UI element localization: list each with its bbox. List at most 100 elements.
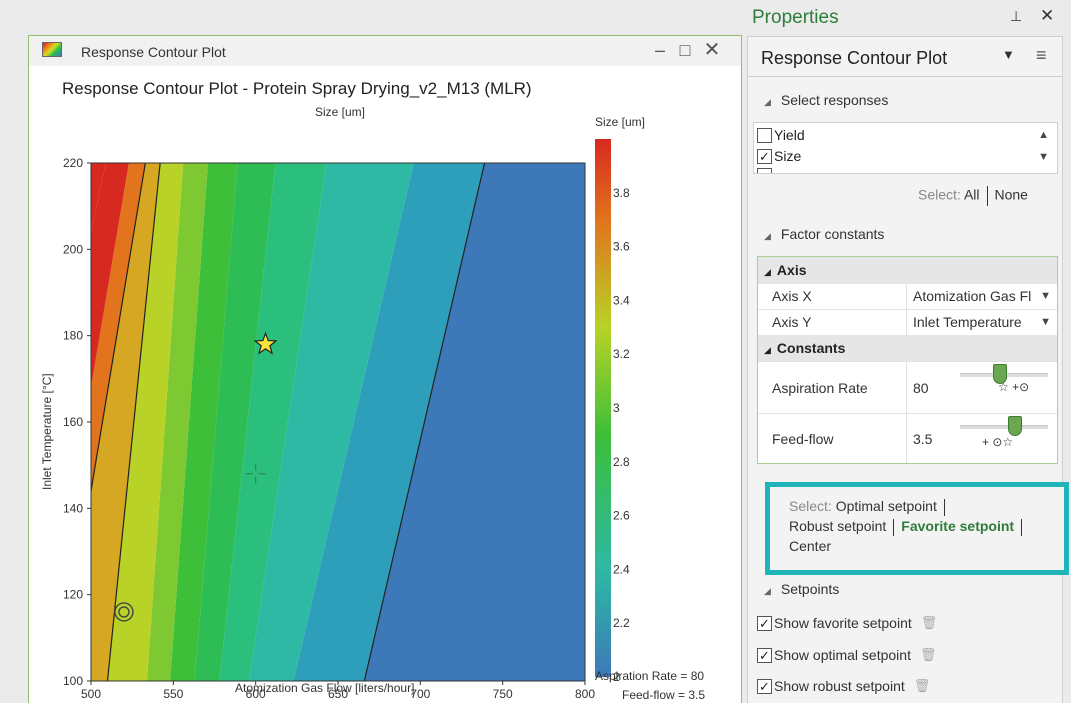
- section-label: Setpoints: [780, 581, 840, 597]
- contour-band: [146, 163, 208, 681]
- collapse-triangle-icon: ◢: [764, 97, 771, 107]
- section-setpoints[interactable]: ◢ Setpoints: [764, 581, 839, 597]
- y-axis-label: Inlet Temperature [°C]: [40, 373, 54, 490]
- chart-title: Response Contour Plot - Protein Spray Dr…: [62, 79, 532, 98]
- row-label: Axis X: [772, 288, 812, 304]
- select-all-link[interactable]: All: [963, 186, 980, 203]
- show-robust-row[interactable]: ✓ Show robust setpoint 🗑: [757, 678, 930, 694]
- section-label: Select responses: [780, 92, 889, 108]
- minimize-button[interactable]: –: [654, 40, 665, 60]
- divider: [986, 186, 988, 206]
- axis-x-select[interactable]: Atomization Gas Fl: [906, 284, 1056, 309]
- scroll-down-icon[interactable]: ▼: [1038, 151, 1049, 163]
- robust-setpoint-link[interactable]: Robust setpoint: [789, 518, 887, 534]
- trash-icon[interactable]: 🗑: [919, 647, 937, 662]
- y-tick-label: 200: [63, 242, 83, 256]
- y-axis-ticks: 100 120 140 160 180 200 220: [63, 156, 91, 688]
- favorite-setpoint-star-icon: [253, 331, 278, 355]
- colorbar-tick-label: 3.4: [613, 293, 630, 307]
- group-label: Axis: [776, 262, 807, 278]
- show-optimal-checkbox[interactable]: ✓: [757, 647, 772, 663]
- pin-icon[interactable]: ⊥: [1010, 8, 1023, 24]
- row-label: Axis Y: [772, 314, 812, 330]
- trash-icon[interactable]: 🗑: [913, 678, 931, 693]
- chevron-down-icon[interactable]: ▼: [1040, 290, 1051, 302]
- window-titlebar[interactable]: Response Contour Plot – □ ✕: [29, 36, 741, 66]
- feedflow-slider-thumb[interactable]: [1007, 416, 1022, 436]
- chevron-down-icon[interactable]: ▼: [1002, 47, 1015, 62]
- size-checkbox[interactable]: ✓: [757, 148, 772, 164]
- divider: [1021, 518, 1023, 536]
- setpoint-select-line-3: Center: [789, 538, 831, 554]
- colorbar-tick-label: 3.8: [613, 186, 630, 200]
- x-axis-label: Atomization Gas Flow [liters/hour]: [235, 681, 414, 695]
- contour-band: [249, 163, 414, 681]
- show-optimal-row[interactable]: ✓ Show optimal setpoint 🗑: [757, 647, 936, 663]
- collapse-triangle-icon: ◢: [764, 231, 771, 241]
- contour-line: [106, 163, 161, 681]
- show-favorite-row[interactable]: ✓ Show favorite setpoint 🗑: [757, 615, 937, 631]
- close-panel-button[interactable]: ✕: [1040, 6, 1055, 25]
- colorbar-tick-label: 2: [613, 670, 620, 684]
- contour-band: [91, 163, 161, 681]
- select-none-link[interactable]: None: [994, 186, 1028, 203]
- plot-type-selector[interactable]: Response Contour Plot: [761, 48, 948, 68]
- contour-band: [170, 163, 238, 681]
- show-robust-label: Show robust setpoint: [774, 678, 905, 694]
- select-label: Select:: [918, 186, 961, 203]
- robust-setpoint-target-icon: [114, 602, 134, 622]
- aspiration-slider-thumb[interactable]: [992, 364, 1007, 384]
- collapse-triangle-icon: ◢: [764, 345, 771, 355]
- axis-x-value: Atomization Gas Fl: [913, 288, 1032, 304]
- y-tick-label: 180: [63, 329, 83, 343]
- colorbar-tick-label: 2.8: [613, 455, 630, 469]
- center-link[interactable]: Center: [789, 538, 832, 554]
- section-factor-constants[interactable]: ◢ Factor constants: [764, 226, 884, 242]
- contour-chart[interactable]: Response Contour Plot - Protein Spray Dr…: [29, 66, 741, 702]
- feedflow-value-text: 3.5: [913, 431, 933, 447]
- contour-band: [293, 163, 485, 681]
- partial-checkbox[interactable]: [757, 168, 772, 173]
- responses-list[interactable]: Yield ✓ Size ▲ ▼: [753, 122, 1058, 174]
- close-window-button[interactable]: ✕: [703, 39, 721, 61]
- setpoint-select-box: Select: Optimal setpoint Robust setpoint…: [765, 482, 1069, 575]
- x-tick-label: 650: [328, 687, 348, 701]
- axis-x-row: Axis X Atomization Gas Fl ▼: [758, 283, 1057, 309]
- colorbar-ticks: 2 2.2 2.4 2.6 2.8 3 3.2 3.4 3.6 3.8: [613, 186, 630, 684]
- feedflow-slider[interactable]: [960, 425, 1048, 429]
- y-tick-label: 120: [63, 588, 83, 602]
- y-tick-label: 220: [63, 156, 83, 170]
- response-label: Yield: [774, 127, 805, 143]
- setpoint-select-line-2: Robust setpoint Favorite setpoint: [789, 518, 1029, 536]
- axis-group-header[interactable]: ◢ Axis: [758, 257, 1057, 283]
- response-select-row: Select: All None: [918, 186, 1028, 206]
- aspiration-value-text: 80: [913, 380, 929, 396]
- maximize-button[interactable]: □: [679, 40, 691, 60]
- group-label: Constants: [776, 340, 846, 356]
- aspiration-setpoint-marks: ☆ +⊙: [998, 380, 1030, 394]
- section-label: Factor constants: [780, 226, 885, 242]
- section-select-responses[interactable]: ◢ Select responses: [764, 92, 888, 108]
- hamburger-menu-icon[interactable]: ≡: [1036, 45, 1047, 65]
- chevron-down-icon[interactable]: ▼: [1040, 316, 1051, 328]
- optimal-setpoint-link[interactable]: Optimal setpoint: [835, 498, 937, 514]
- response-item-size[interactable]: ✓ Size: [757, 148, 801, 164]
- contour-plot-window: Response Contour Plot – □ ✕ Response Con…: [28, 35, 742, 703]
- colorbar-tick-label: 2.2: [613, 616, 630, 630]
- setpoint-markers: [114, 331, 278, 622]
- response-item-partial[interactable]: [757, 168, 774, 173]
- response-item-yield[interactable]: Yield: [757, 127, 805, 143]
- favorite-setpoint-link[interactable]: Favorite setpoint: [901, 518, 1015, 534]
- axis-y-select[interactable]: Inlet Temperature: [906, 310, 1056, 335]
- axis-y-value: Inlet Temperature: [913, 314, 1022, 330]
- show-favorite-checkbox[interactable]: ✓: [757, 615, 772, 631]
- yield-checkbox[interactable]: [757, 127, 772, 143]
- trash-icon[interactable]: 🗑: [920, 615, 938, 630]
- constants-group-header[interactable]: ◢ Constants: [758, 335, 1057, 361]
- x-axis-ticks: 500 550 600 650 700 750 800: [81, 681, 595, 701]
- show-favorite-label: Show favorite setpoint: [774, 615, 912, 631]
- feedflow-setpoint-marks: + ⊙☆: [982, 435, 1014, 449]
- show-robust-checkbox[interactable]: ✓: [757, 678, 772, 694]
- show-optimal-label: Show optimal setpoint: [774, 647, 911, 663]
- scroll-up-icon[interactable]: ▲: [1038, 129, 1049, 141]
